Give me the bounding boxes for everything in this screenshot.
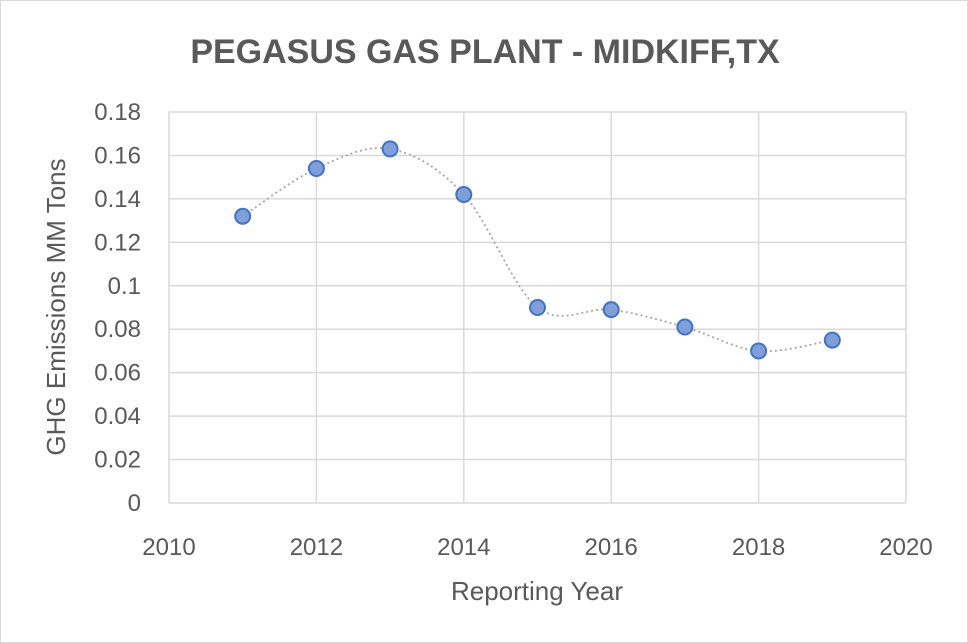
y-tick-label: 0.04 bbox=[94, 403, 141, 430]
data-point bbox=[529, 299, 546, 316]
data-points bbox=[234, 140, 841, 360]
x-axis-title: Reporting Year bbox=[451, 576, 623, 606]
x-tick-labels: 2010 2012 2014 2016 2018 2020 bbox=[142, 534, 932, 561]
y-tick-label: 0 bbox=[128, 490, 141, 517]
y-tick-label: 0.1 bbox=[108, 273, 141, 300]
data-point bbox=[823, 331, 841, 349]
data-point bbox=[676, 318, 694, 336]
chart-title: PEGASUS GAS PLANT - MIDKIFF,TX bbox=[190, 33, 780, 71]
x-tick-label: 2012 bbox=[290, 534, 343, 561]
data-point bbox=[602, 301, 620, 319]
y-tick-labels: 0 0.02 0.04 0.06 0.08 0.1 0.12 0.14 0.16 0.18 bbox=[94, 99, 141, 517]
data-point bbox=[455, 186, 473, 204]
y-tick-label: 0.12 bbox=[94, 229, 141, 256]
trend-line bbox=[242, 147, 833, 353]
y-tick-label: 0.08 bbox=[94, 316, 141, 343]
data-point bbox=[307, 159, 325, 177]
data-point bbox=[234, 207, 252, 225]
y-tick-label: 0.02 bbox=[94, 447, 141, 474]
data-point bbox=[381, 140, 399, 158]
x-tick-label: 2020 bbox=[879, 534, 932, 561]
x-tick-label: 2016 bbox=[585, 534, 638, 561]
y-tick-label: 0.06 bbox=[94, 360, 141, 387]
x-tick-label: 2014 bbox=[437, 534, 490, 561]
y-tick-label: 0.16 bbox=[94, 142, 141, 169]
x-tick-label: 2018 bbox=[732, 534, 785, 561]
data-point bbox=[750, 342, 768, 360]
y-axis-title: GHG Emissions MM Tons bbox=[41, 158, 71, 455]
y-tick-label: 0.14 bbox=[94, 186, 141, 213]
x-tick-label: 2010 bbox=[142, 534, 195, 561]
y-tick-label: 0.18 bbox=[94, 99, 141, 126]
